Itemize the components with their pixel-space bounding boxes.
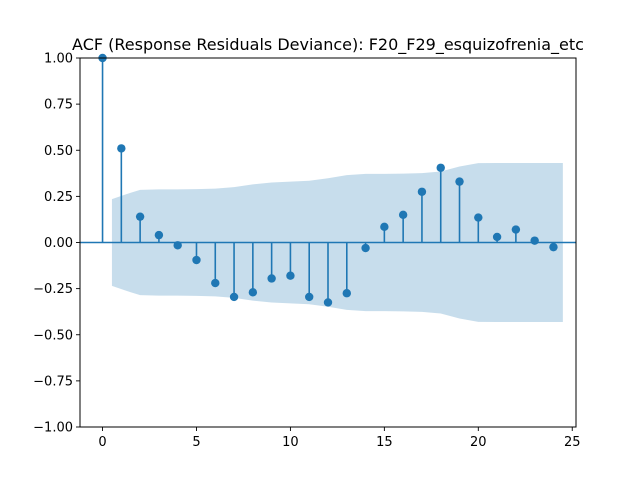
acf-point-lag-15 — [380, 222, 389, 232]
acf-point-lag-7 — [229, 292, 239, 302]
acf-point-lag-16 — [398, 210, 408, 220]
y-tick-label: −0.25 — [33, 282, 73, 297]
y-tick-label: 0.75 — [44, 98, 73, 113]
acf-point-lag-18 — [436, 163, 445, 172]
acf-point-lag-12 — [323, 298, 333, 307]
acf-point-lag-4 — [173, 241, 182, 250]
acf-point-lag-5 — [192, 255, 201, 265]
y-tick-label: 0.50 — [44, 144, 73, 159]
acf-point-lag-21 — [492, 232, 502, 242]
acf-point-lag-14 — [361, 243, 370, 253]
acf-point-lag-1 — [117, 144, 126, 153]
y-tick-label: −0.75 — [33, 374, 73, 389]
x-tick-label: 10 — [282, 435, 299, 450]
x-tick-label: 0 — [98, 435, 106, 450]
acf-point-lag-3 — [154, 230, 164, 240]
x-tick-label: 25 — [564, 435, 581, 450]
acf-point-lag-17 — [417, 187, 427, 196]
acf-point-lag-9 — [267, 274, 276, 283]
plot-area: 0 5 10 15 20 25 −1.00 −0.75 −0.50 −0.25 0.00 0.25 0.… — [33, 52, 580, 451]
acf-point-lag-22 — [511, 225, 521, 234]
acf-point-lag-6 — [211, 278, 220, 288]
y-tick-label: −1.00 — [33, 421, 73, 436]
y-tick-label: 0.00 — [44, 236, 73, 251]
x-tick-label: 5 — [192, 435, 200, 450]
x-tick-label: 20 — [470, 435, 487, 450]
acf-point-lag-10 — [286, 271, 295, 280]
chart-title: ACF (Response Residuals Deviance): F20_F… — [72, 35, 584, 55]
acf-point-lag-13 — [342, 289, 351, 298]
y-tick-label: 0.25 — [44, 190, 73, 205]
acf-point-lag-20 — [474, 213, 483, 222]
y-tick-label: 1.00 — [44, 52, 73, 67]
acf-point-lag-2 — [135, 212, 145, 221]
acf-point-lag-19 — [455, 177, 464, 186]
acf-point-lag-11 — [305, 292, 314, 302]
acf-point-lag-23 — [530, 236, 539, 245]
y-tick-label: −0.50 — [33, 328, 73, 343]
acf-point-lag-24 — [549, 242, 558, 252]
x-tick-label: 15 — [376, 435, 393, 450]
acf-point-lag-8 — [248, 288, 258, 297]
